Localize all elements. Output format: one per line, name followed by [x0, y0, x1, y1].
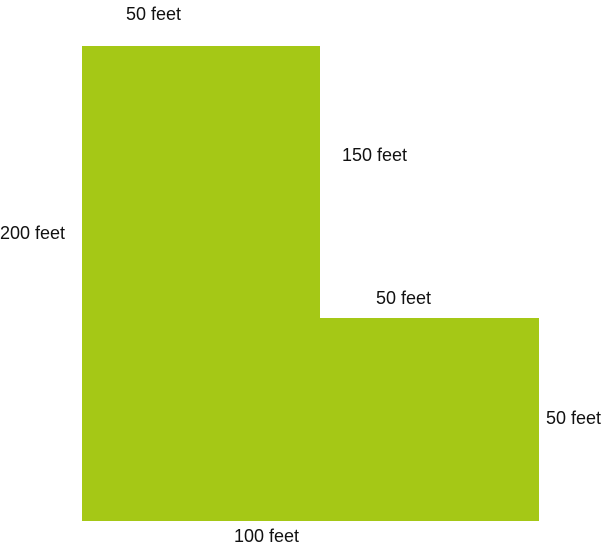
bottom-edge-label: 100 feet: [234, 526, 300, 546]
right-edge-label: 50 feet: [546, 408, 602, 428]
top-edge-label: 50 feet: [126, 4, 182, 24]
left-edge-label: 200 feet: [0, 223, 66, 243]
inner-vertical-edge-label: 150 feet: [342, 145, 408, 165]
inner-horizontal-edge-label: 50 feet: [376, 288, 432, 308]
l-shaped-region: [82, 46, 539, 521]
